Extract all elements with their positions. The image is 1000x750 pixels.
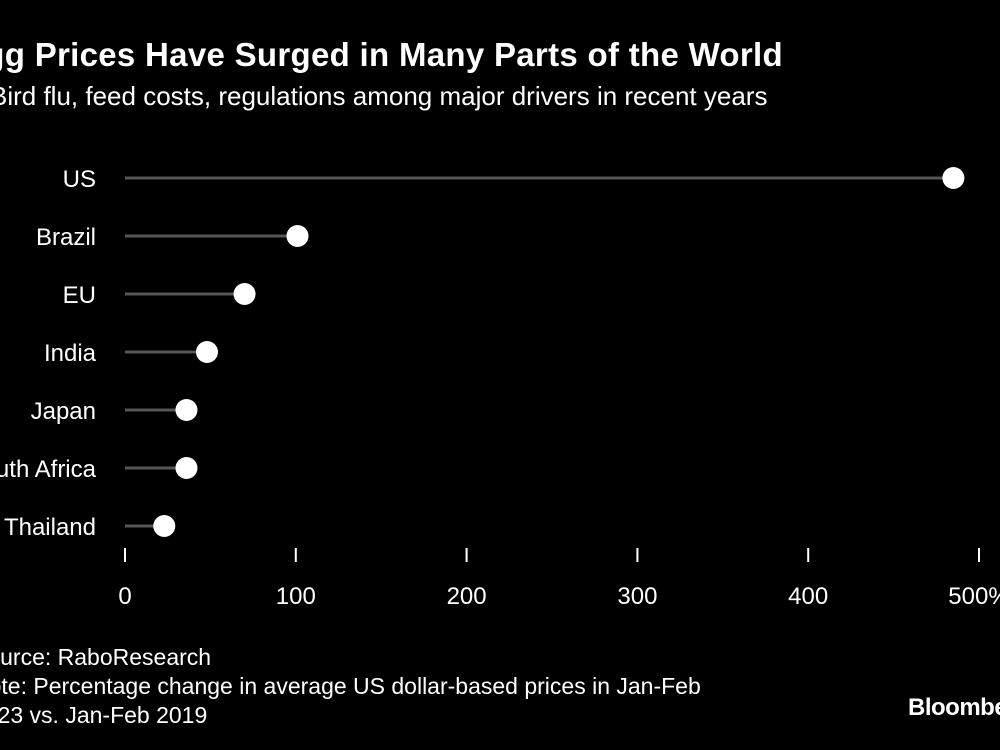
x-tick-label-2: 200 <box>447 583 487 610</box>
note-line-2: 2023 vs. Jan-Feb 2019 <box>0 702 208 728</box>
dot-brazil <box>286 225 309 247</box>
category-label-thailand: Thailand <box>4 514 96 541</box>
x-tick-label-4: 400 <box>788 583 828 610</box>
category-label-south-africa: South Africa <box>0 456 97 483</box>
dot-japan <box>175 399 198 421</box>
category-label-japan: Japan <box>31 398 96 425</box>
x-tick-label-5: 500% <box>948 583 1000 610</box>
dot-eu <box>233 283 256 305</box>
x-tick-label-1: 100 <box>276 583 316 610</box>
lollipop-chart: US Brazil EU India Japan South Africa Thailand… <box>0 166 1000 610</box>
bloomberg-logo: Bloomberg <box>908 694 1000 721</box>
category-label-india: India <box>44 340 97 367</box>
category-label-eu: EU <box>63 282 96 309</box>
x-tick-label-3: 300 <box>617 583 657 610</box>
dot-south-africa <box>175 457 198 479</box>
category-label-us: US <box>63 166 96 193</box>
note-line-1: Note: Percentage change in average US do… <box>0 673 701 699</box>
dot-us <box>942 167 965 189</box>
chart-subtitle: Bird flu, feed costs, regulations among … <box>0 81 768 111</box>
dot-thailand <box>153 515 176 537</box>
source-note: Source: RaboResearch <box>0 644 212 670</box>
dot-india <box>195 341 218 363</box>
x-tick-label-0: 0 <box>118 583 131 610</box>
chart-title: Egg Prices Have Surged in Many Parts of … <box>0 36 783 73</box>
category-label-brazil: Brazil <box>36 224 96 251</box>
